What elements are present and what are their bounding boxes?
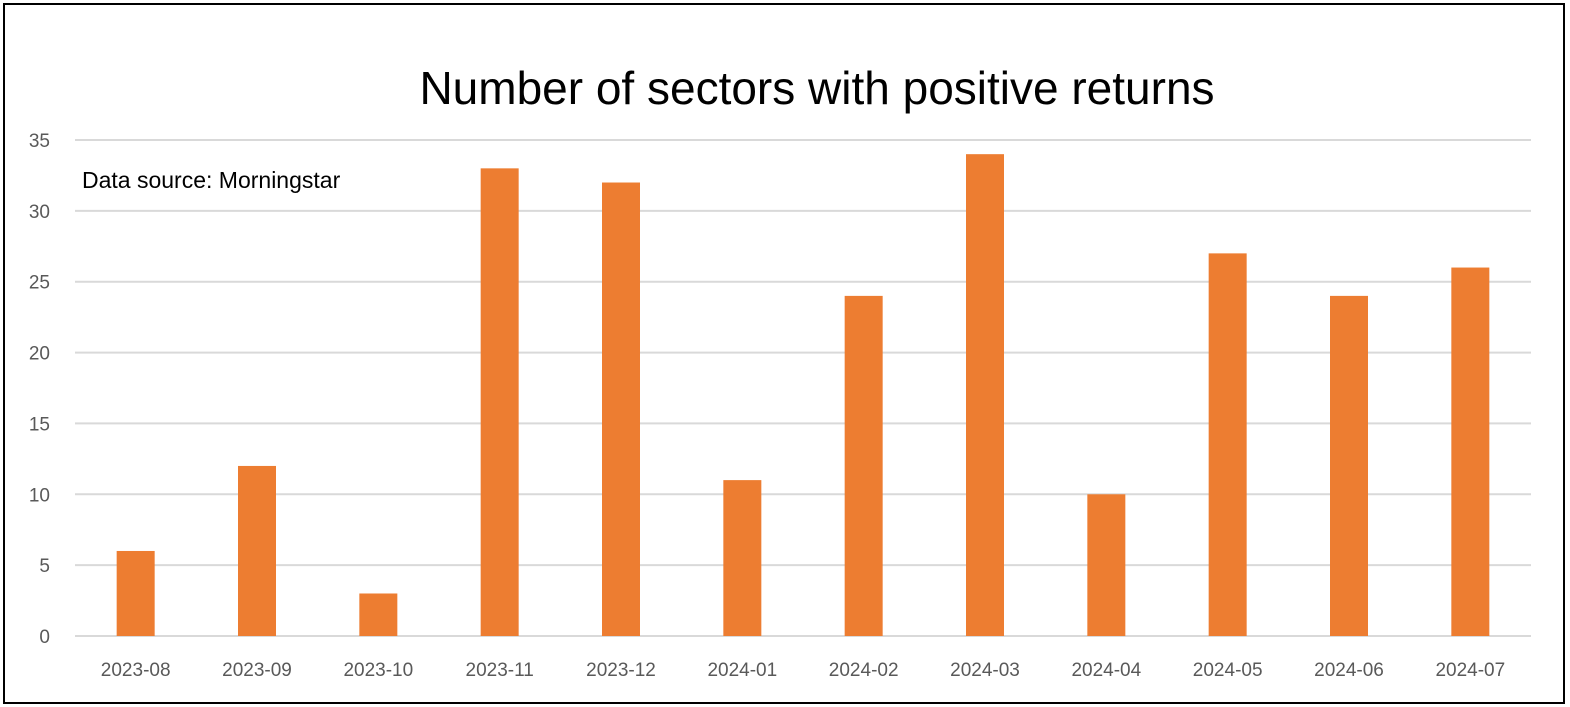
x-tick-label: 2024-04 bbox=[1071, 660, 1141, 681]
y-tick-label: 35 bbox=[29, 131, 50, 152]
x-tick-label: 2023-10 bbox=[343, 660, 413, 681]
y-tick-label: 25 bbox=[29, 273, 50, 294]
x-tick-label: 2024-02 bbox=[829, 660, 899, 681]
y-tick-label: 10 bbox=[29, 485, 50, 506]
data-source-annotation: Data source: Morningstar bbox=[82, 167, 341, 193]
bar-2024-06 bbox=[1330, 295, 1368, 636]
chart-title: Number of sectors with positive returns bbox=[419, 62, 1214, 114]
x-tick-label: 2024-06 bbox=[1314, 660, 1384, 681]
y-tick-label: 20 bbox=[29, 344, 50, 365]
x-tick-label: 2024-07 bbox=[1435, 660, 1505, 681]
bar-2023-10 bbox=[359, 593, 398, 636]
bar-2023-11 bbox=[480, 168, 519, 637]
bar-2024-07 bbox=[1451, 267, 1490, 636]
bar-2024-05 bbox=[1208, 253, 1247, 636]
y-axis-tick-labels: 0 5 10 15 20 25 30 35 bbox=[29, 131, 50, 648]
bar-2023-09 bbox=[238, 465, 276, 636]
bar-2024-04 bbox=[1087, 494, 1126, 636]
y-tick-label: 30 bbox=[29, 202, 50, 223]
x-tick-label: 2023-11 bbox=[466, 660, 534, 681]
bars bbox=[116, 154, 1490, 637]
x-tick-label: 2024-05 bbox=[1193, 660, 1263, 681]
x-tick-label: 2023-12 bbox=[586, 660, 656, 681]
gridlines bbox=[75, 139, 1531, 637]
x-axis-tick-labels: 2023-08 2023-09 2023-10 2023-11 2023-12 2024-… bbox=[101, 660, 1505, 681]
x-tick-label: 2024-03 bbox=[950, 660, 1020, 681]
x-tick-label: 2024-01 bbox=[707, 660, 777, 681]
bar-2023-08 bbox=[116, 550, 155, 636]
bar-2024-02 bbox=[844, 295, 883, 636]
y-tick-label: 5 bbox=[39, 556, 50, 577]
bar-2024-03 bbox=[966, 154, 1004, 636]
bar-2024-01 bbox=[723, 480, 762, 636]
bar-2023-12 bbox=[602, 182, 640, 636]
y-tick-label: 0 bbox=[39, 627, 50, 648]
y-tick-label: 15 bbox=[29, 414, 50, 435]
x-tick-label: 2023-08 bbox=[101, 660, 171, 681]
x-tick-label: 2023-09 bbox=[222, 660, 292, 681]
